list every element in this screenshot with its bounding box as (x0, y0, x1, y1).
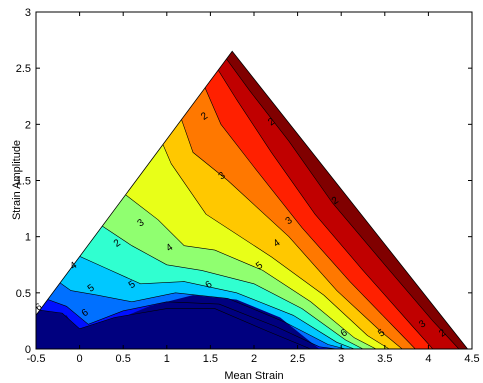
contour-label: 6 (34, 301, 45, 313)
contour-label: 5 (127, 279, 138, 291)
y-tick-label: 0.5 (16, 288, 31, 300)
contour-line-2 (36, 308, 311, 350)
y-tick-label: 2.5 (16, 63, 31, 75)
contour-lines (36, 51, 460, 350)
contour-label: 6 (204, 279, 215, 291)
band-lowest (36, 295, 320, 349)
contour-line-6 (92, 219, 364, 350)
contour-line-12 (220, 51, 460, 350)
x-tick-label: 2 (251, 353, 257, 365)
x-tick-label: 0.5 (116, 353, 131, 365)
contour-line-4 (55, 279, 346, 350)
contour-label: 3 (217, 170, 228, 182)
x-tick-label: 1 (164, 353, 170, 365)
contour-label: 5 (86, 282, 97, 294)
x-tick-label: 1.5 (203, 353, 218, 365)
contour-label: 4 (164, 242, 175, 254)
y-axis: 0 0.5 1 1.5 2 2.5 3 (16, 7, 472, 356)
x-tick-label: -0.5 (27, 353, 46, 365)
contour-label: 5 (376, 327, 387, 339)
contour-label: 4 (272, 237, 283, 249)
x-axis-label: Mean Strain (224, 370, 283, 382)
y-tick-label: 3 (25, 7, 31, 19)
band-level-3 (36, 51, 337, 349)
contour-label: 3 (284, 215, 295, 227)
band-level-7 (36, 51, 377, 349)
contour-line-11 (211, 60, 434, 350)
contour-label: 4 (68, 260, 79, 272)
contour-line-3 (44, 298, 337, 350)
contour-label: 3 (417, 318, 428, 330)
contour-line-7 (118, 189, 377, 350)
contour-label: 6 (80, 307, 91, 319)
contour-label: 3 (136, 217, 147, 229)
contour-label: 2 (199, 110, 210, 122)
contour-line-8 (157, 133, 390, 350)
x-tick-label: 3.5 (377, 353, 392, 365)
y-tick-label: 2 (25, 119, 31, 131)
contour-label: 5 (254, 260, 265, 272)
contour-label: 2 (112, 237, 123, 249)
y-tick-label: 1.5 (16, 176, 31, 188)
contour-label: 6 (339, 327, 350, 339)
x-tick-label: 3 (338, 353, 344, 365)
x-tick-label: 4 (425, 353, 431, 365)
contour-label: 2 (266, 116, 277, 128)
contour-line-10 (199, 75, 416, 350)
y-axis-label: Strain Amplitude (11, 140, 23, 220)
contour-line-9 (177, 107, 403, 350)
contour-label: 2 (437, 327, 448, 339)
x-tick-label: 0 (77, 353, 83, 365)
x-tick-label: 4.5 (464, 353, 479, 365)
y-tick-label: 0 (25, 344, 31, 356)
y-tick-label: 1 (25, 232, 31, 244)
x-tick-label: 2.5 (290, 353, 305, 365)
x-axis: -0.5 0 0.5 1 1.5 2 2.5 3 3.5 4 4.5 (27, 12, 480, 365)
contour-line-5 (70, 252, 355, 350)
contour-label: 2 (330, 195, 341, 207)
